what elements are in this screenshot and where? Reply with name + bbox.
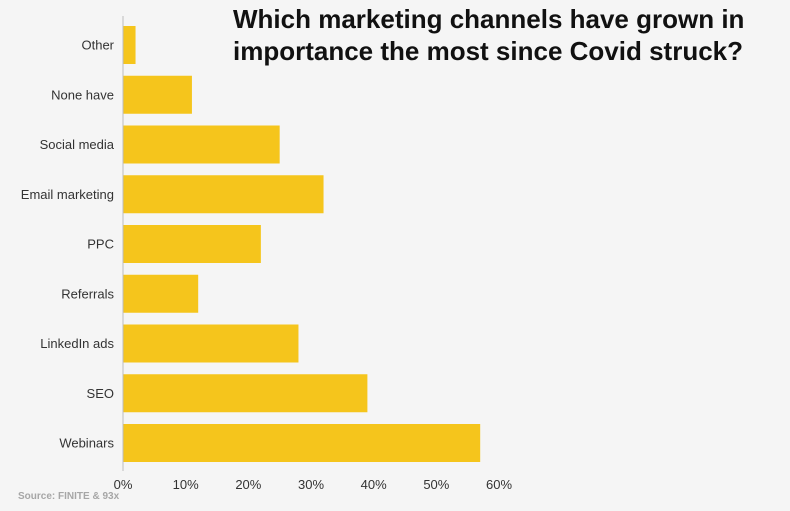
x-tick-label-20: 20% (235, 477, 261, 492)
bar-social-media (123, 125, 280, 164)
bar-none-have (123, 75, 192, 114)
category-label-none-have: None have (51, 87, 114, 102)
bar-email-marketing (123, 175, 324, 214)
category-label-referrals: Referrals (61, 286, 114, 301)
category-label-other: Other (81, 38, 114, 53)
category-label-ppc: PPC (87, 237, 114, 252)
bar-referrals (123, 274, 199, 313)
x-tick-labels: 0% 10% 20% 30% 40% 50% 60% (114, 477, 513, 492)
category-label-linkedin-ads: LinkedIn ads (40, 336, 114, 351)
x-tick-label-30: 30% (298, 477, 324, 492)
source-note: Source: FINITE & 93x (18, 491, 120, 502)
x-tick-label-40: 40% (361, 477, 387, 492)
chart-title-line-1: Which marketing channels have grown in (233, 4, 744, 34)
category-label-seo: SEO (87, 386, 114, 401)
bar-ppc (123, 225, 261, 263)
x-tick-label-0: 0% (114, 477, 133, 492)
bar-webinars (123, 424, 481, 462)
bar-linkedin-ads (123, 324, 299, 363)
chart-title-line-2: importance the most since Covid struck? (233, 36, 743, 66)
x-tick-label-60: 60% (486, 477, 512, 492)
x-tick-label-10: 10% (173, 477, 199, 492)
category-label-social-media: Social media (40, 137, 115, 152)
category-label-webinars: Webinars (59, 436, 114, 451)
category-label-email-marketing: Email marketing (21, 187, 114, 202)
bar-seo (123, 374, 368, 413)
x-tick-label-50: 50% (423, 477, 449, 492)
bars (123, 26, 481, 462)
category-labels: Other None have Social media Email marketin… (21, 38, 115, 451)
bar-other (123, 26, 136, 64)
